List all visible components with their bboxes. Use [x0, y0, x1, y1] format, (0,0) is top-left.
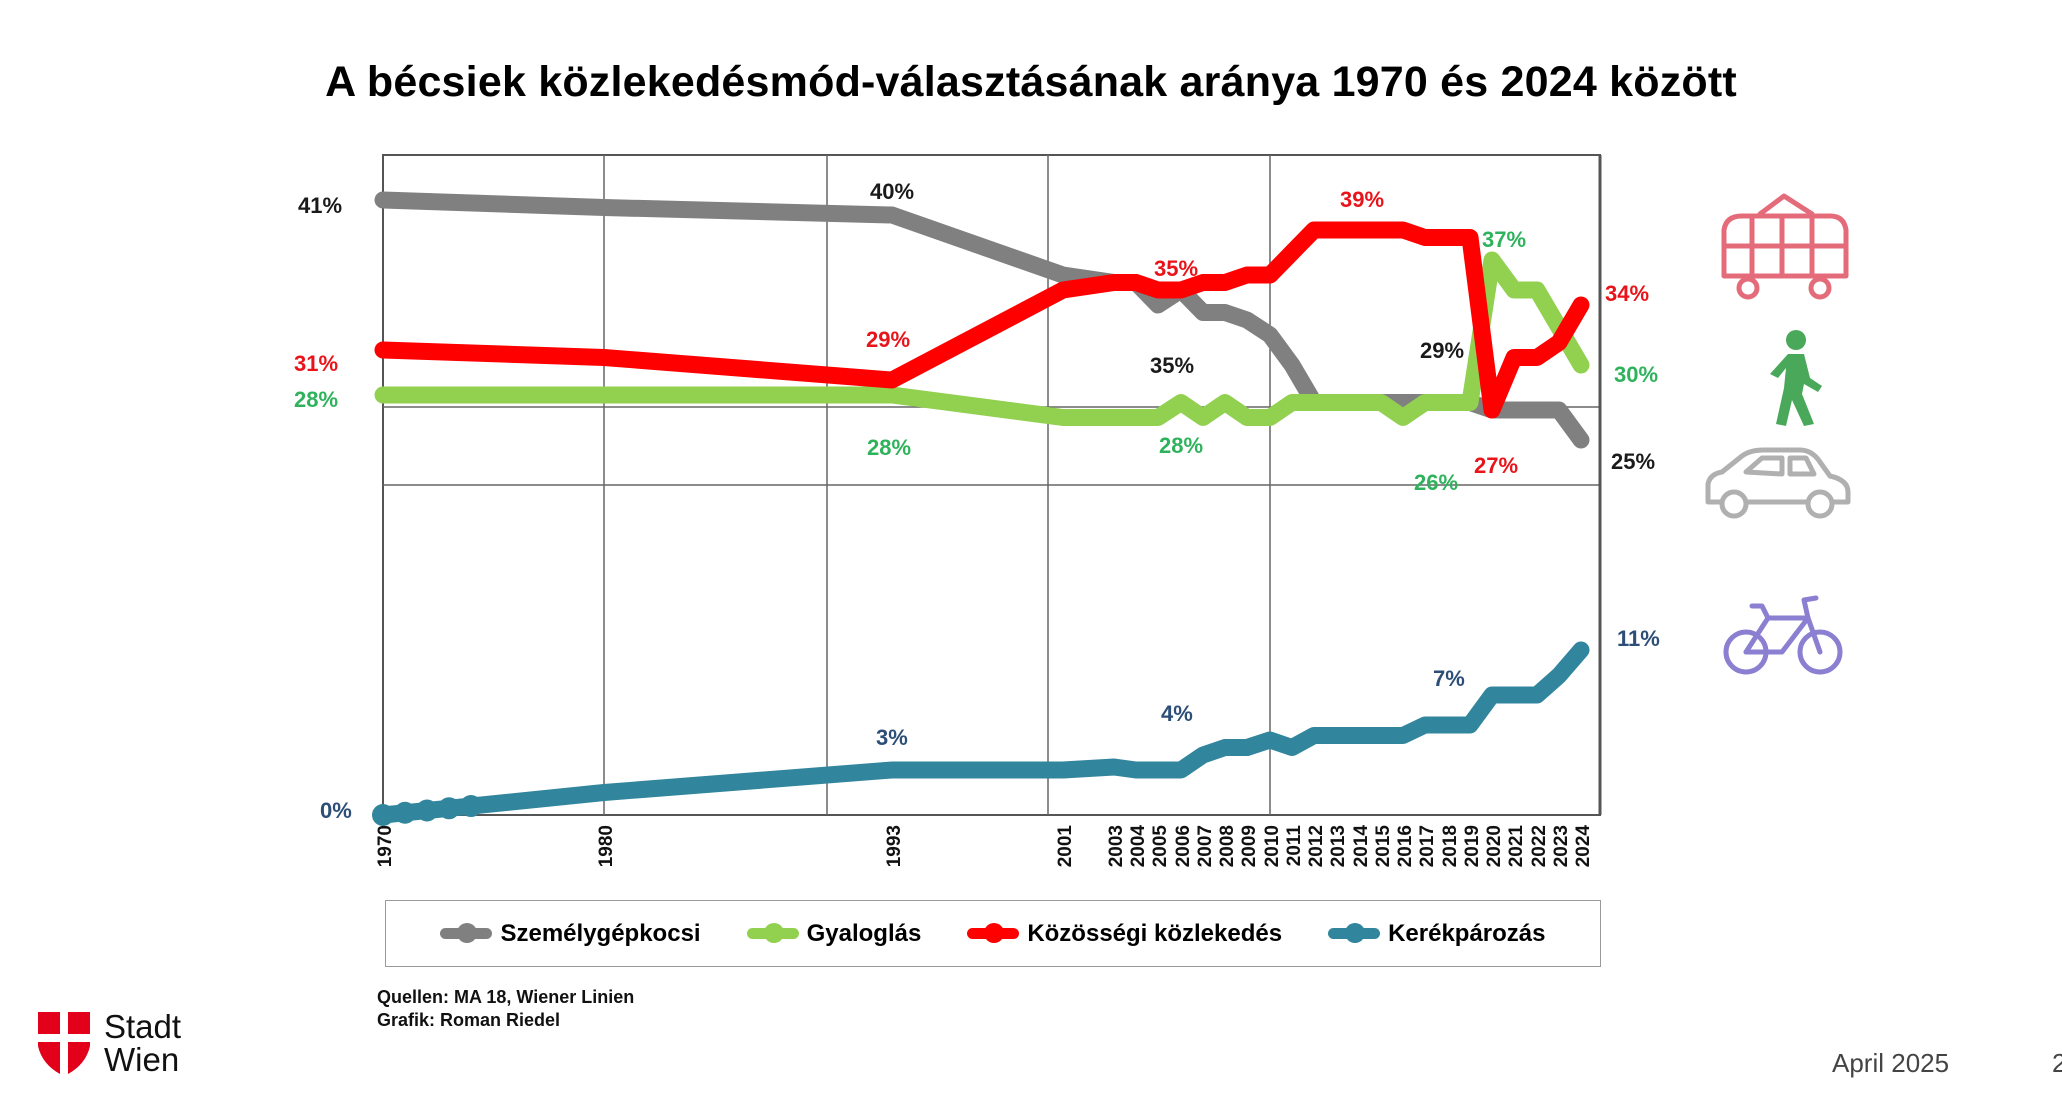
data-label: 4%	[1161, 701, 1193, 726]
legend-label: Közösségi közlekedés	[1027, 919, 1283, 947]
x-tick-label: 2013	[1328, 825, 1349, 867]
data-label: 7%	[1433, 666, 1465, 691]
x-tick-label: 2023	[1551, 825, 1572, 867]
x-tick-label: 2005	[1150, 825, 1171, 868]
data-point	[438, 797, 460, 820]
x-tick-label: 2016	[1395, 825, 1416, 867]
x-tick-label: 2011	[1284, 825, 1305, 867]
page-number: 2	[2052, 1048, 2062, 1078]
data-label: 30%	[1614, 362, 1658, 387]
x-tick-label: 2014	[1351, 825, 1372, 868]
legend-label: Kerékpározás	[1388, 919, 1546, 947]
series-line-2	[374, 251, 1590, 426]
data-label: 31%	[294, 351, 338, 376]
wien-shield-icon	[38, 1012, 90, 1074]
legend-item: Gyaloglás	[746, 919, 922, 948]
x-tick-label: 1970	[375, 825, 396, 867]
data-point	[372, 804, 394, 826]
bicycle-icon	[1723, 595, 1843, 675]
x-tick-label: 2018	[1440, 825, 1461, 867]
data-label: 34%	[1605, 281, 1649, 306]
x-tick-label: 2020	[1484, 825, 1505, 867]
data-label: 37%	[1482, 227, 1526, 252]
x-tick-label: 2015	[1373, 825, 1394, 868]
car-icon	[1705, 447, 1851, 519]
x-tick-label: 2006	[1173, 825, 1194, 867]
data-label: 0%	[320, 798, 352, 823]
walking-person-icon	[1770, 330, 1822, 426]
series-line-3	[374, 221, 1590, 419]
data-label: 28%	[867, 435, 911, 460]
legend-label: Személygépkocsi	[500, 919, 701, 947]
logo-line-2: Wien	[104, 1041, 180, 1078]
x-tick-label: 2007	[1195, 825, 1216, 867]
legend-swatch	[1328, 923, 1381, 943]
data-label: 27%	[1474, 453, 1518, 478]
x-tick-label: 2022	[1529, 825, 1550, 867]
stadt-wien-logo: Stadt Wien	[38, 1010, 181, 1076]
chart-title: A bécsiek közlekedésmód-választásának ar…	[325, 58, 1737, 106]
footer-date: April 2025	[1832, 1048, 1950, 1078]
chart-legend: Személygépkocsi Gyaloglás Közösségi közlek…	[385, 900, 1601, 967]
legend-item: Személygépkocsi	[440, 919, 701, 948]
data-label: 28%	[294, 387, 338, 412]
legend-swatch	[440, 923, 493, 943]
data-label: 35%	[1150, 353, 1194, 378]
data-label: 11%	[1617, 626, 1660, 651]
data-label: 25%	[1611, 449, 1655, 474]
data-point	[416, 799, 438, 822]
legend-swatch	[967, 923, 1020, 943]
legend-label: Gyaloglás	[806, 919, 922, 947]
data-label: 29%	[1420, 338, 1464, 363]
x-tick-label: 2008	[1217, 825, 1238, 867]
x-tick-label: 2010	[1262, 825, 1283, 867]
x-tick-label: 2009	[1239, 825, 1260, 867]
legend-swatch	[746, 923, 799, 943]
x-tick-label: 2003	[1106, 825, 1127, 867]
data-point	[394, 801, 416, 824]
data-point	[460, 795, 482, 818]
data-label: 39%	[1340, 187, 1384, 212]
legend-item: Közösségi közlekedés	[967, 920, 1282, 948]
x-tick-label: 2001	[1055, 825, 1076, 868]
x-tick-label: 1993	[884, 825, 905, 867]
series-line-4	[374, 641, 1590, 824]
data-label: 3%	[876, 725, 908, 750]
data-label: 26%	[1414, 470, 1458, 495]
data-label: 28%	[1159, 433, 1203, 458]
x-tick-label: 1980	[596, 825, 617, 867]
x-tick-label: 2019	[1462, 825, 1483, 867]
credit-line: Grafik: Roman Riedel	[377, 1010, 561, 1030]
data-label: 35%	[1154, 256, 1198, 281]
x-tick-label: 2012	[1306, 825, 1327, 867]
legend-item: Kerékpározás	[1328, 919, 1546, 948]
tram-icon	[1721, 193, 1849, 300]
data-label: 41%	[298, 193, 342, 218]
x-tick-label: 2017	[1417, 825, 1438, 867]
x-tick-label: 2004	[1128, 825, 1149, 868]
data-label: 29%	[866, 327, 910, 352]
logo-line-1: Stadt	[104, 1008, 182, 1045]
source-note: Quellen: MA 18, Wiener Linien Grafik: Ro…	[377, 986, 634, 1032]
x-tick-label: 2021	[1506, 825, 1527, 868]
source-line: Quellen: MA 18, Wiener Linien	[377, 987, 635, 1007]
data-label: 40%	[870, 179, 914, 204]
x-tick-label: 2024	[1573, 825, 1594, 868]
